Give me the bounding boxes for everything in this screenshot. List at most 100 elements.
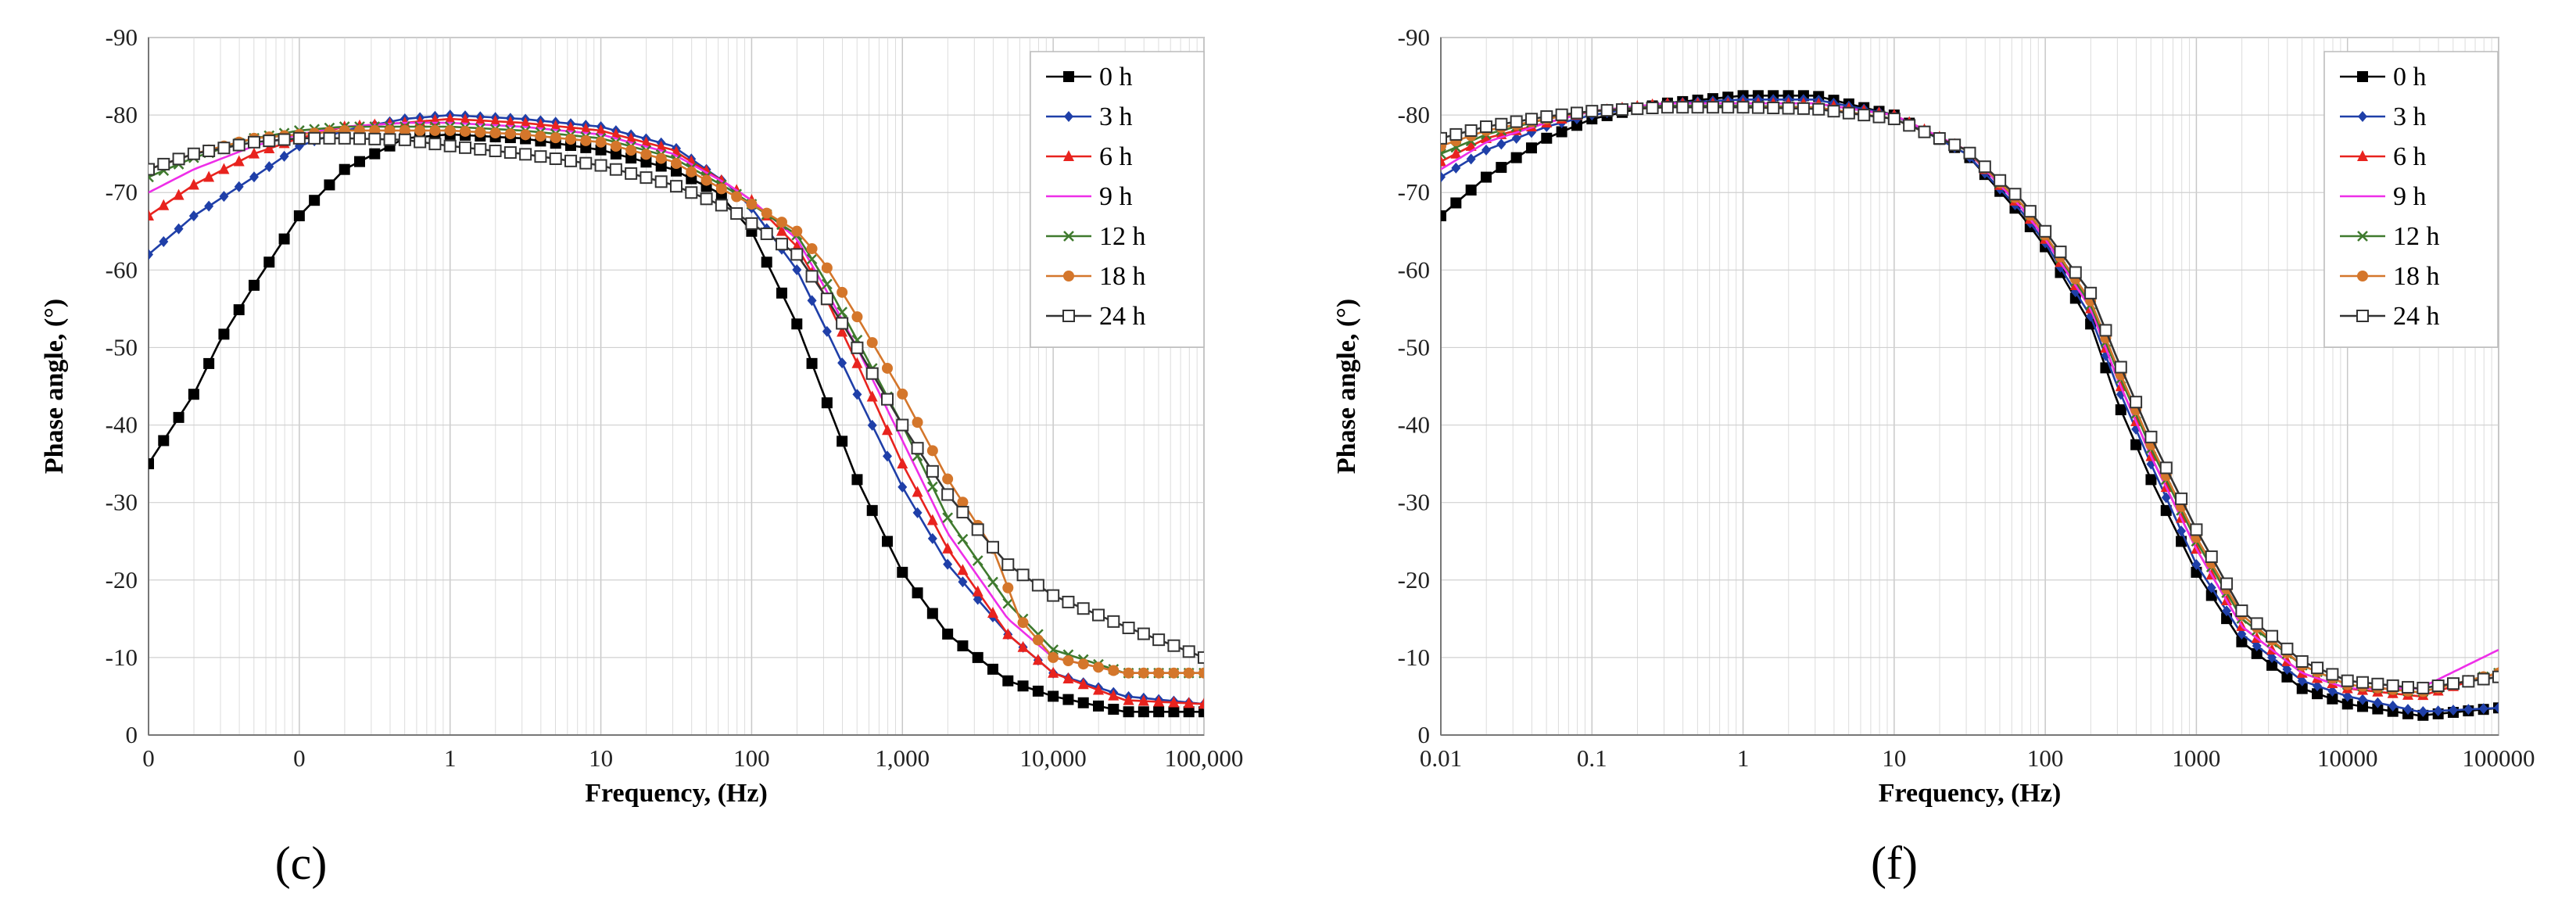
data-point	[1167, 639, 1181, 652]
data-point	[2431, 680, 2445, 693]
data-point	[942, 542, 954, 554]
data-point	[475, 127, 486, 138]
data-point	[912, 587, 923, 599]
data-point	[730, 207, 743, 221]
legend-label: 6 h	[2393, 142, 2427, 171]
x-tick-label: 100,000	[1165, 744, 1244, 772]
legend-item: 0 h	[2340, 63, 2427, 91]
data-point	[745, 217, 758, 230]
data-point	[836, 317, 849, 330]
data-point	[249, 147, 260, 159]
data-point	[535, 131, 546, 142]
data-point	[731, 191, 743, 203]
data-point	[957, 533, 969, 545]
data-point	[883, 450, 892, 462]
data-point	[489, 127, 501, 139]
data-point	[595, 144, 607, 156]
data-point	[1048, 666, 1059, 678]
data-point	[1441, 171, 1446, 183]
data-point	[1450, 147, 1462, 159]
y-tick-label: -20	[106, 566, 138, 593]
data-point	[1017, 680, 1029, 692]
data-point	[640, 171, 653, 185]
legend-item: 24 h	[1046, 302, 1146, 331]
data-point	[1002, 628, 1014, 640]
x-tick-label: 0.1	[1577, 744, 1607, 772]
data-point	[821, 262, 833, 274]
data-point	[249, 279, 260, 291]
data-point	[1465, 139, 1477, 151]
data-point	[820, 292, 833, 306]
data-point	[1451, 162, 1461, 174]
data-point	[1887, 113, 1901, 126]
data-point	[2447, 677, 2460, 690]
data-point	[625, 152, 637, 164]
data-point	[2342, 690, 2352, 702]
y-tick-label: -20	[1398, 566, 1430, 593]
legend-label: 24 h	[2393, 302, 2440, 331]
data-point	[926, 608, 938, 619]
data-point	[1062, 655, 1074, 667]
data-point	[896, 418, 909, 432]
data-point	[1093, 662, 1104, 673]
legend-item: 24 h	[2340, 302, 2440, 331]
data-point	[1948, 138, 1962, 152]
data-point	[1122, 621, 1135, 634]
data-point	[1002, 597, 1014, 609]
data-point	[369, 148, 381, 160]
data-point	[1480, 171, 1492, 183]
data-point	[671, 165, 682, 177]
data-point	[1123, 706, 1134, 718]
data-point	[1495, 117, 1508, 131]
data-point	[2357, 701, 2369, 712]
data-point	[278, 133, 291, 146]
data-point	[217, 142, 231, 155]
y-tick-label: -50	[1398, 333, 1430, 360]
data-point	[911, 442, 924, 455]
data-point	[2463, 704, 2474, 715]
x-tick-label: 10	[589, 744, 613, 772]
x-tick-label: 100	[733, 744, 770, 772]
data-point	[1631, 102, 1644, 116]
data-point	[640, 156, 652, 168]
data-point	[761, 256, 772, 268]
data-point	[1812, 102, 1825, 116]
data-point	[1092, 608, 1105, 622]
data-point	[149, 209, 154, 221]
data-point	[926, 481, 938, 493]
legend: 0 h 3 h 6 h 9 h 12 h 18 h 24 h	[1030, 51, 1205, 348]
data-point	[1736, 101, 1750, 114]
data-point	[173, 411, 185, 423]
y-tick-label: 0	[126, 721, 138, 748]
data-point	[149, 249, 153, 260]
data-point	[158, 199, 170, 210]
chart-f-caption: (f)	[1871, 837, 1918, 889]
legend-marker	[2357, 150, 2368, 161]
data-point	[655, 140, 667, 152]
data-point	[866, 390, 878, 402]
data-point	[579, 156, 593, 170]
data-point	[233, 155, 245, 167]
data-point	[760, 228, 773, 241]
y-tick-label: -70	[106, 178, 138, 206]
data-point	[2023, 205, 2037, 218]
data-point	[837, 325, 848, 337]
data-point	[2130, 439, 2142, 450]
data-point	[158, 435, 170, 446]
data-point	[2327, 685, 2338, 697]
data-point	[1751, 101, 1765, 114]
data-point	[2237, 628, 2247, 640]
data-point	[2462, 675, 2475, 688]
data-point	[776, 224, 787, 236]
data-point	[1032, 685, 1044, 697]
data-point	[882, 424, 893, 436]
data-point	[520, 129, 532, 141]
data-point	[1541, 132, 1553, 144]
x-tick-label: 1000	[2172, 744, 2220, 772]
chart-c-caption: (c)	[274, 837, 328, 889]
chart-c-svg: 0 0 1 10 100 1,000 10,000 100,000-90-80-70-60-5…	[40, 23, 1244, 808]
data-point	[610, 140, 622, 152]
legend-item: 18 h	[1046, 262, 1146, 291]
data-point	[264, 161, 274, 173]
x-tick-label: 1	[444, 744, 457, 772]
